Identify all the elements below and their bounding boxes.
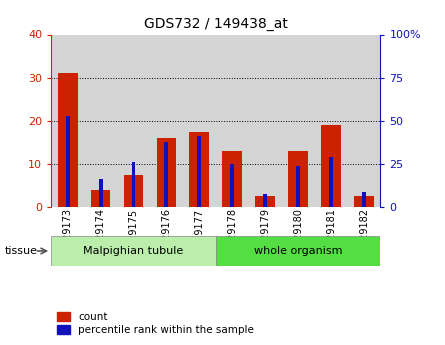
Bar bbox=[296, 166, 300, 207]
Bar bbox=[288, 151, 308, 207]
Bar bbox=[124, 175, 143, 207]
Text: tissue: tissue bbox=[4, 246, 37, 256]
Bar bbox=[84, 34, 117, 207]
Bar bbox=[282, 34, 315, 207]
Text: Malpighian tubule: Malpighian tubule bbox=[83, 246, 184, 256]
Bar bbox=[354, 196, 374, 207]
Bar bbox=[190, 131, 209, 207]
Title: GDS732 / 149438_at: GDS732 / 149438_at bbox=[144, 17, 288, 31]
Bar bbox=[263, 194, 267, 207]
Bar bbox=[231, 164, 234, 207]
Bar bbox=[91, 190, 110, 207]
Bar bbox=[329, 157, 333, 207]
Bar bbox=[51, 236, 216, 266]
Bar bbox=[249, 34, 282, 207]
Bar bbox=[222, 151, 242, 207]
Bar bbox=[315, 34, 348, 207]
Bar bbox=[348, 34, 380, 207]
Bar bbox=[51, 34, 84, 207]
Bar bbox=[99, 179, 102, 207]
Text: whole organism: whole organism bbox=[254, 246, 342, 256]
Bar bbox=[150, 34, 183, 207]
Bar bbox=[362, 192, 366, 207]
Bar bbox=[132, 162, 135, 207]
Legend: count, percentile rank within the sample: count, percentile rank within the sample bbox=[57, 311, 255, 336]
Bar bbox=[157, 138, 176, 207]
Bar bbox=[117, 34, 150, 207]
Bar bbox=[66, 117, 69, 207]
Bar bbox=[216, 236, 380, 266]
Bar bbox=[183, 34, 216, 207]
Bar bbox=[165, 142, 168, 207]
Bar bbox=[58, 73, 77, 207]
Bar bbox=[198, 136, 201, 207]
Bar bbox=[321, 125, 341, 207]
Bar bbox=[255, 196, 275, 207]
Bar bbox=[216, 34, 249, 207]
